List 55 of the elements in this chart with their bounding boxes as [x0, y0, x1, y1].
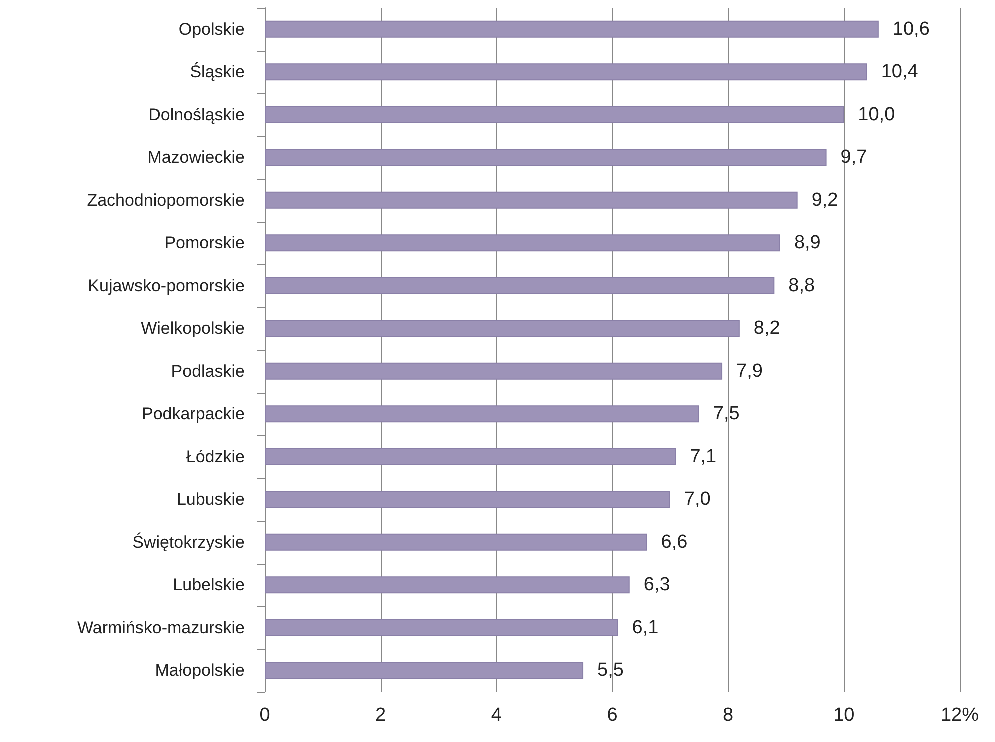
data-label: 7,9 — [736, 360, 763, 382]
y-tick-label: Lubuskie — [176, 490, 245, 510]
data-label: 8,9 — [794, 232, 821, 254]
data-label: 9,2 — [812, 190, 838, 211]
y-tick-label: Wielkopolskie — [141, 319, 245, 338]
x-tick-label: 4 — [491, 705, 502, 726]
bar — [265, 534, 648, 551]
bar — [265, 448, 676, 466]
bar — [265, 277, 775, 294]
bar — [265, 149, 827, 166]
y-tick-label: Dolnośląskie — [148, 105, 245, 124]
data-label: 9,7 — [840, 147, 868, 168]
data-label: 7,1 — [690, 446, 717, 468]
bar — [265, 662, 584, 680]
data-label: 7,0 — [684, 489, 711, 510]
data-label: 10,6 — [892, 18, 930, 40]
y-tick-label: Lubelskie — [173, 576, 245, 595]
bar — [265, 320, 740, 338]
x-tick-label: 10 — [834, 705, 855, 726]
y-tick-label: Małopolskie — [155, 661, 245, 680]
y-tick-label: Kujawsko-pomorskie — [88, 276, 245, 296]
data-label: 6,6 — [661, 532, 688, 553]
bar — [265, 234, 780, 252]
x-tick-label: 2 — [376, 705, 386, 726]
y-tick-label: Opolskie — [178, 20, 245, 39]
data-label: 10,4 — [881, 62, 919, 83]
y-tick-label: Świętokrzyskie — [132, 532, 245, 552]
x-tick-label: 6 — [607, 705, 618, 726]
y-tick-label: Mazowieckie — [148, 148, 245, 168]
bar — [265, 192, 798, 209]
y-tick-label: Pomorskie — [164, 234, 245, 253]
bar — [265, 106, 844, 124]
data-label: 8,2 — [754, 318, 780, 340]
bar — [265, 491, 670, 508]
y-tick-label: Warmińsko-mazurskie — [77, 618, 245, 638]
data-label: 8,8 — [788, 275, 816, 296]
data-label: 5,5 — [598, 660, 624, 682]
data-label: 7,5 — [713, 404, 740, 425]
bar — [265, 20, 879, 38]
y-tick-label: Zachodniopomorskie — [87, 190, 245, 210]
bar — [265, 406, 700, 423]
bar — [265, 362, 723, 380]
bar — [265, 576, 630, 594]
y-tick-label: Podkarpackie — [142, 404, 245, 424]
data-label: 6,3 — [644, 574, 670, 596]
x-tick-label: 0 — [260, 705, 270, 726]
x-tick-label: 12% — [940, 705, 980, 726]
bar — [265, 64, 868, 81]
bar — [265, 619, 618, 636]
y-tick-label: Łódzkie — [186, 447, 245, 466]
y-tick-label: Podlaskie — [171, 362, 245, 381]
data-label: 10,0 — [858, 104, 896, 126]
y-tick-label: Śląskie — [190, 62, 245, 82]
x-tick-label: 8 — [723, 705, 734, 726]
data-label: 6,1 — [632, 617, 659, 638]
